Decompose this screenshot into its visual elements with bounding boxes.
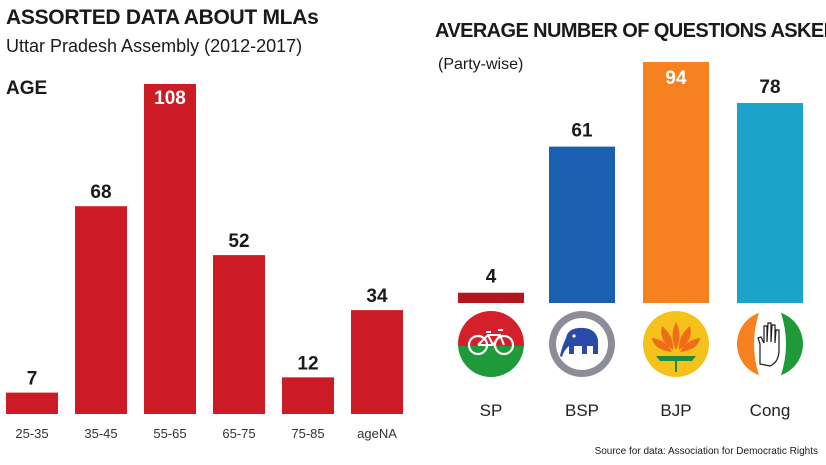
age-tick-label: ageNA	[357, 426, 397, 441]
age-tick-label: 25-35	[15, 426, 48, 441]
age-value-label: 7	[27, 369, 38, 390]
age-value-label: 68	[90, 182, 111, 203]
age-tick-label: 35-45	[84, 426, 117, 441]
party-bar-Cong	[737, 103, 803, 304]
party-bar-chart: 4 SP 61 BSP 94 BJP 78 Cong	[458, 62, 803, 420]
age-chart-title: AGE	[6, 78, 48, 99]
lotus-icon	[643, 311, 709, 377]
party-value-label: 78	[759, 77, 780, 98]
age-bar-25-35	[6, 392, 58, 414]
source-note: Source for data: Association for Democra…	[594, 446, 818, 457]
party-tick-label: SP	[480, 401, 503, 420]
age-bar-35-45	[75, 206, 127, 414]
party-symbols	[458, 311, 803, 377]
party-bar-SP	[458, 292, 524, 303]
age-tick-label: 75-85	[291, 426, 324, 441]
party-value-label: 4	[486, 267, 497, 288]
main-title: ASSORTED DATA ABOUT MLAs	[6, 6, 319, 29]
main-subtitle: Uttar Pradesh Assembly (2012-2017)	[6, 36, 303, 56]
bicycle-icon	[458, 311, 524, 377]
party-bar-BSP	[549, 146, 615, 303]
age-bar-55-65	[144, 84, 196, 414]
party-value-label: 61	[571, 121, 593, 142]
party-value-label: 94	[665, 68, 687, 89]
age-value-label: 34	[366, 286, 388, 307]
age-tick-label: 65-75	[222, 426, 255, 441]
hand-icon	[737, 311, 803, 377]
party-tick-label: BSP	[565, 401, 599, 420]
age-value-label: 108	[154, 88, 186, 109]
age-value-label: 12	[297, 353, 318, 374]
age-bar-ageNA	[351, 310, 403, 414]
party-bar-BJP	[643, 62, 709, 303]
party-tick-label: BJP	[660, 401, 691, 420]
age-bar-65-75	[213, 255, 265, 414]
age-bar-chart: 7 25-35 68 35-45 108 55-65 52 65-75 12 75-85 34 age…	[6, 84, 403, 441]
party-tick-label: Cong	[750, 401, 791, 420]
age-value-label: 52	[228, 231, 249, 252]
age-bar-75-85	[282, 377, 334, 414]
questions-chart-subtitle: (Party-wise)	[438, 56, 524, 73]
questions-chart-title: AVERAGE NUMBER OF QUESTIONS ASKED	[435, 20, 826, 42]
age-tick-label: 55-65	[153, 426, 186, 441]
elephant-icon	[549, 311, 615, 377]
